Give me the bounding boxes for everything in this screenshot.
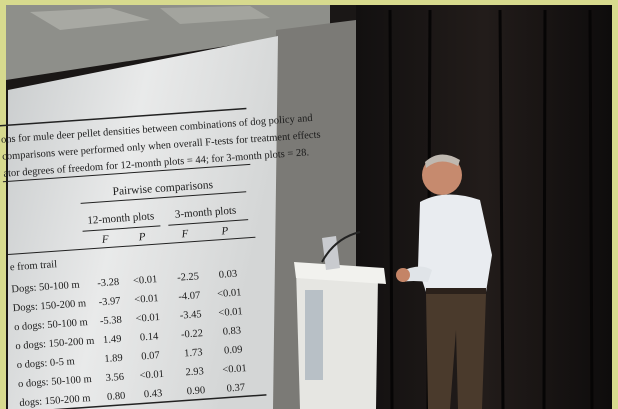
cell: 0.03: [218, 269, 237, 281]
cell: 1.49: [103, 334, 122, 346]
fold: [544, 10, 545, 409]
cell: -3.97: [98, 296, 121, 308]
page: Presentation photo html, body { margin: …: [0, 0, 618, 409]
cell: 2.93: [185, 366, 204, 378]
fold: [390, 10, 392, 409]
podium-logo: [305, 290, 323, 380]
cell: <0.01: [134, 293, 159, 306]
cell: -2.25: [177, 271, 200, 283]
photo: ons for mule deer pellet densities betwe…: [0, 0, 618, 409]
column-header: P: [220, 225, 229, 238]
cell: 0.43: [144, 388, 163, 400]
cell: -5.38: [100, 315, 123, 327]
cell: -4.07: [178, 290, 201, 302]
belt: [426, 288, 486, 294]
cell: 0.37: [226, 382, 245, 394]
cell: 3.56: [105, 372, 124, 384]
column-header: F: [100, 233, 109, 246]
cell: 0.07: [141, 350, 160, 362]
cell: -3.45: [179, 309, 202, 321]
cell: <0.01: [139, 369, 164, 382]
cell: 0.14: [140, 331, 160, 343]
body: {"slide": { "caption": [ "ons for mule d…: [0, 0, 618, 409]
hand: [396, 268, 410, 282]
cell: 0.80: [107, 391, 126, 403]
cell: <0.01: [222, 363, 247, 376]
cell: <0.01: [217, 287, 242, 300]
cell: -3.28: [97, 277, 120, 289]
cell: 0.90: [186, 385, 205, 397]
column-header: F: [180, 228, 189, 241]
cell: 0.83: [222, 325, 241, 337]
cell: <0.01: [135, 312, 160, 325]
cell: -0.22: [181, 328, 204, 340]
fold: [590, 10, 592, 409]
cell: <0.01: [218, 306, 243, 319]
cell: <0.01: [133, 274, 158, 287]
cell: 1.89: [104, 353, 123, 365]
column-header: P: [137, 231, 146, 244]
cell: 0.09: [224, 344, 243, 356]
cell: 1.73: [184, 347, 203, 359]
